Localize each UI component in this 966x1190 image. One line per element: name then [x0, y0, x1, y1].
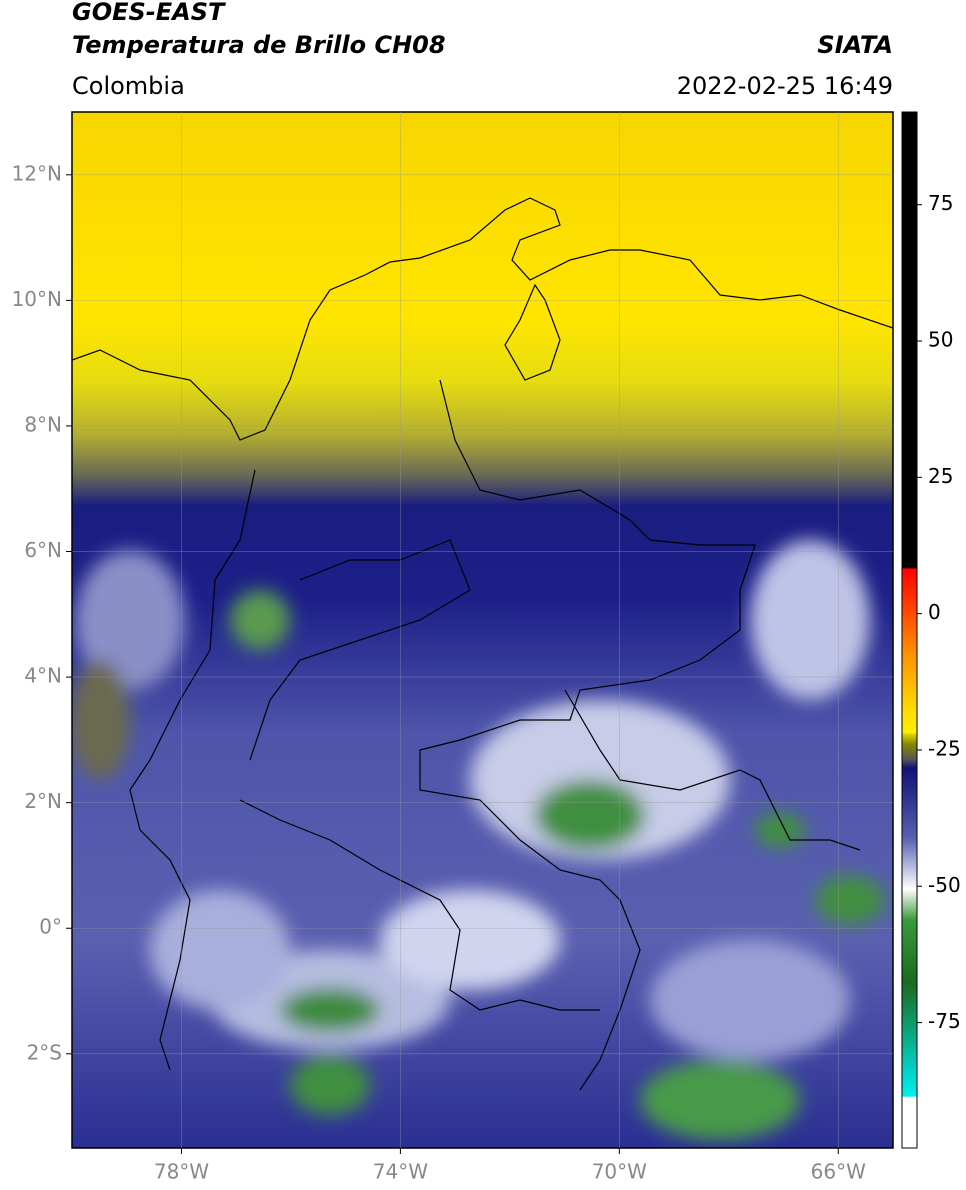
- product: Temperatura de Brillo CH08: [72, 31, 446, 59]
- colorbar-tick-label: 25: [928, 464, 953, 488]
- colorbar-tick-label: 0: [928, 600, 941, 624]
- lat-tick-label: 6°N: [24, 538, 62, 562]
- lon-tick-label: 78°W: [154, 1160, 209, 1184]
- lat-tick-label: 8°N: [24, 412, 62, 436]
- satellite: GOES-EAST: [72, 0, 226, 26]
- lat-tick-label: 4°N: [24, 664, 62, 688]
- satellite-image: [72, 112, 893, 1148]
- colorbar-tick-label: 50: [928, 328, 953, 352]
- lon-tick-label: 74°W: [373, 1160, 428, 1184]
- lat-tick-label: 0°: [39, 915, 62, 939]
- map-frame: [71, 111, 894, 1149]
- lon-tick-label: 70°W: [592, 1160, 647, 1184]
- colorbar: [901, 111, 918, 1149]
- borders: [72, 197, 893, 1091]
- lat-tick-label: 12°N: [12, 161, 62, 185]
- lat-tick-label: 10°N: [12, 287, 62, 311]
- region: Colombia: [72, 72, 185, 100]
- lon-tick-label: 66°W: [811, 1160, 866, 1184]
- colorbar-tick-label: 75: [928, 191, 953, 215]
- datetime: 2022-02-25 16:49: [677, 72, 893, 100]
- colorbar-tick-label: -25: [928, 736, 961, 760]
- colorbar-tick-label: -75: [928, 1009, 961, 1033]
- colorbar-tick-label: -50: [928, 873, 961, 897]
- lat-tick-label: 2°S: [27, 1040, 62, 1064]
- lat-tick-label: 2°N: [24, 789, 62, 813]
- organization: SIATA: [817, 31, 893, 59]
